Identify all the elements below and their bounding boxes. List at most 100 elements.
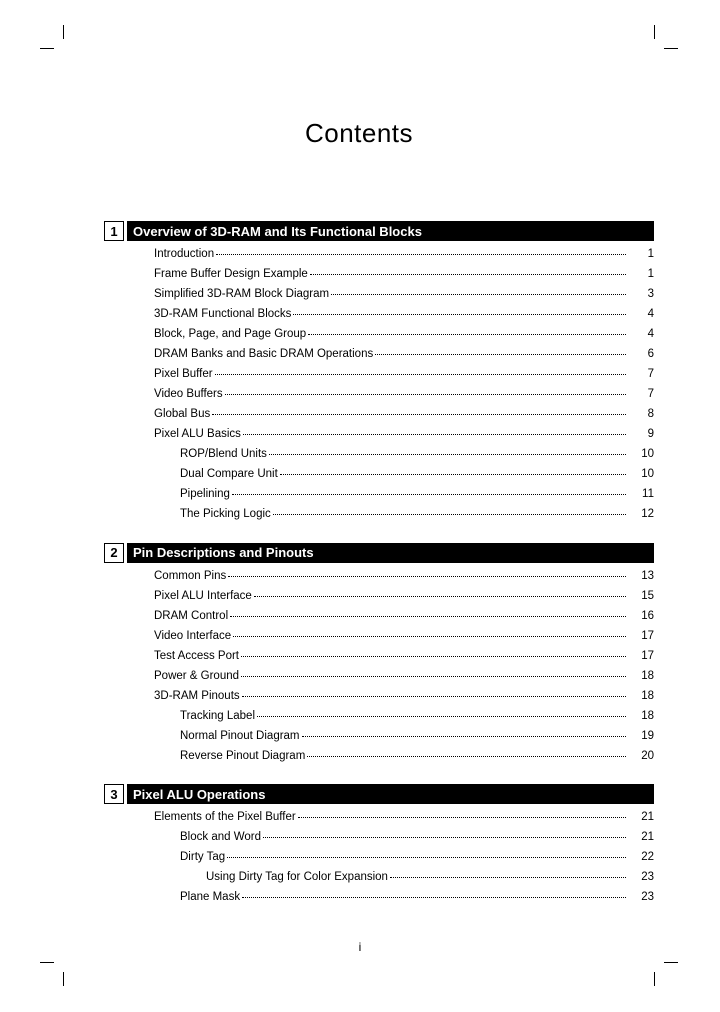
toc-entry: 3D-RAM Functional Blocks 4: [154, 309, 654, 321]
toc-leader-dots: [242, 897, 626, 898]
toc-leader-dots: [269, 454, 626, 455]
section-title: Overview of 3D-RAM and Its Functional Bl…: [127, 221, 654, 241]
toc-entry-label: DRAM Control: [154, 611, 228, 623]
toc-entry: DRAM Banks and Basic DRAM Operations6: [154, 349, 654, 361]
toc-entry-page: 4: [630, 309, 654, 321]
toc-leader-dots: [375, 354, 626, 355]
section-number: 3: [104, 784, 124, 804]
toc-leader-dots: [302, 736, 626, 737]
toc-entry-page: 7: [630, 389, 654, 401]
toc-leader-dots: [280, 474, 626, 475]
toc-entry-page: 1: [630, 249, 654, 261]
toc-entry-page: 11: [630, 489, 654, 501]
toc-leader-dots: [273, 514, 626, 515]
toc-entry: The Picking Logic 12: [154, 509, 654, 521]
toc-entry-label: Reverse Pinout Diagram: [180, 751, 305, 763]
toc-entry: Pipelining11: [154, 489, 654, 501]
toc-entry: Video Buffers 7: [154, 389, 654, 401]
toc-entry-page: 12: [630, 509, 654, 521]
toc-entry: 3D-RAM Pinouts 18: [154, 691, 654, 703]
toc-entry-label: Simplified 3D-RAM Block Diagram: [154, 289, 329, 301]
toc-entry-page: 13: [630, 571, 654, 583]
toc-entry-label: Video Buffers: [154, 389, 223, 401]
toc-leader-dots: [308, 334, 626, 335]
toc-entry-page: 21: [630, 832, 654, 844]
section-number: 2: [104, 543, 124, 563]
toc-entry: Simplified 3D-RAM Block Diagram 3: [154, 289, 654, 301]
toc-entry: Pixel Buffer7: [154, 369, 654, 381]
toc-leader-dots: [242, 696, 626, 697]
toc-entry-page: 6: [630, 349, 654, 361]
toc-entry-label: Tracking Label: [180, 711, 255, 723]
toc-leader-dots: [241, 676, 626, 677]
toc-entry-label: ROP/Blend Units: [180, 449, 267, 461]
toc-leader-dots: [293, 314, 626, 315]
toc-entry: Elements of the Pixel Buffer21: [154, 812, 654, 824]
toc-leader-dots: [390, 877, 626, 878]
toc-entry-page: 7: [630, 369, 654, 381]
toc-entry-label: Video Interface: [154, 631, 231, 643]
crop-mark: [654, 972, 655, 986]
toc-entry-label: Pixel ALU Interface: [154, 591, 252, 603]
toc-entry-page: 23: [630, 892, 654, 904]
toc-entry-label: The Picking Logic: [180, 509, 271, 521]
toc-entry-page: 8: [630, 409, 654, 421]
toc-entry: Plane Mask 23: [154, 892, 654, 904]
toc-leader-dots: [331, 294, 626, 295]
toc-entry-label: Power & Ground: [154, 671, 239, 683]
toc-entry-page: 17: [630, 651, 654, 663]
toc-entry-label: Introduction: [154, 249, 214, 261]
toc-entry-page: 21: [630, 812, 654, 824]
toc-entry-label: Frame Buffer Design Example: [154, 269, 308, 281]
toc-entry-label: Block and Word: [180, 832, 261, 844]
toc-entry-label: Pixel ALU Basics: [154, 429, 241, 441]
toc-entry: Test Access Port17: [154, 651, 654, 663]
crop-mark: [664, 48, 678, 49]
toc-leader-dots: [307, 756, 626, 757]
toc-entry-page: 18: [630, 691, 654, 703]
crop-mark: [63, 25, 64, 39]
toc-entry-page: 3: [630, 289, 654, 301]
toc-leader-dots: [227, 857, 626, 858]
toc-entry: ROP/Blend Units10: [154, 449, 654, 461]
toc-section: 1 Overview of 3D-RAM and Its Functional B…: [64, 221, 654, 521]
toc-entry-label: Plane Mask: [180, 892, 240, 904]
section-entries: Common Pins13 Pixel ALU Interface15 DRAM C…: [154, 571, 654, 763]
toc-entry: Block, Page, and Page Group4: [154, 329, 654, 341]
toc-entry-label: Global Bus: [154, 409, 210, 421]
toc-entry: Introduction 1: [154, 249, 654, 261]
toc-entry: Frame Buffer Design Example1: [154, 269, 654, 281]
toc-leader-dots: [254, 596, 626, 597]
page-title: Contents: [64, 118, 654, 149]
toc-leader-dots: [230, 616, 626, 617]
toc-entry: Tracking Label 18: [154, 711, 654, 723]
crop-mark: [40, 48, 54, 49]
toc-entry: Block and Word 21: [154, 832, 654, 844]
section-entries: Introduction 1 Frame Buffer Design Example…: [154, 249, 654, 521]
toc-entry: DRAM Control16: [154, 611, 654, 623]
toc-leader-dots: [233, 636, 626, 637]
toc-entry: Normal Pinout Diagram19: [154, 731, 654, 743]
toc-entry-page: 23: [630, 872, 654, 884]
toc-entry-page: 18: [630, 711, 654, 723]
section-entries: Elements of the Pixel Buffer21 Block and …: [154, 812, 654, 904]
toc-entry: Dual Compare Unit10: [154, 469, 654, 481]
toc-entry-label: 3D-RAM Functional Blocks: [154, 309, 291, 321]
toc-entry: Dirty Tag22: [154, 852, 654, 864]
toc-entry-label: 3D-RAM Pinouts: [154, 691, 240, 703]
toc-leader-dots: [212, 414, 626, 415]
toc-entry: Common Pins13: [154, 571, 654, 583]
crop-mark: [40, 962, 54, 963]
toc-entry-label: Dual Compare Unit: [180, 469, 278, 481]
toc-entry: Pixel ALU Interface15: [154, 591, 654, 603]
toc-entry: Power & Ground18: [154, 671, 654, 683]
section-title: Pin Descriptions and Pinouts: [127, 543, 654, 563]
toc-entry: Video Interface 17: [154, 631, 654, 643]
toc-leader-dots: [310, 274, 626, 275]
toc-leader-dots: [228, 576, 626, 577]
toc-entry: Reverse Pinout Diagram20: [154, 751, 654, 763]
toc-entry-page: 17: [630, 631, 654, 643]
toc-leader-dots: [225, 394, 626, 395]
toc-leader-dots: [241, 656, 626, 657]
crop-mark: [654, 25, 655, 39]
